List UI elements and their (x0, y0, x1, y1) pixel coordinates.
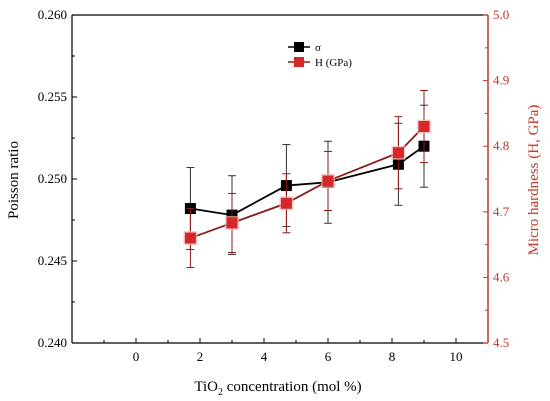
hardness-point (418, 121, 430, 133)
y-left-tick-label: 0.240 (38, 335, 67, 350)
hardness-point (280, 197, 292, 209)
series-sigma (184, 104, 430, 255)
axes: 0 2 4 6 8 10 0.240 0.245 0.250 0.255 0.260 4.5 4.6 4.… (38, 7, 510, 364)
y-right-tick-label: 4.8 (493, 138, 509, 153)
hardness-point (322, 175, 334, 187)
y-left-tick-label: 0.250 (38, 171, 67, 186)
x-tick-label: 0 (133, 349, 140, 364)
y-right-tick-label: 5.0 (493, 7, 509, 22)
legend: σ H (GPa) (288, 42, 352, 69)
x-tick-label: 6 (325, 349, 332, 364)
series-layer (183, 89, 431, 269)
y-left-tick-label: 0.255 (38, 89, 67, 104)
x-tick-label: 10 (450, 349, 463, 364)
y-right-tick-label: 4.5 (493, 335, 509, 350)
x-tick-label: 2 (197, 349, 204, 364)
y-left-tick-label: 0.245 (38, 253, 67, 268)
x-axis-label: TiO2 concentration (mol %) (194, 379, 361, 398)
hardness-point (392, 147, 404, 159)
legend-marker (294, 42, 304, 52)
y-axis-left-label: Poisson ratio (6, 141, 22, 219)
x-tick-label: 4 (261, 349, 268, 364)
y-axis-right-label: Micro hardness (H, GPa) (526, 105, 542, 256)
y-right-tick-label: 4.9 (493, 73, 509, 88)
hardness-point (226, 217, 238, 229)
y-right-tick-label: 4.6 (493, 269, 510, 284)
series-hardness (183, 89, 431, 269)
hardness-point (184, 232, 196, 244)
x-tick-label: 8 (389, 349, 396, 364)
legend-marker (294, 57, 304, 67)
y-left-tick-label: 0.260 (38, 7, 67, 22)
y-right-tick-label: 4.7 (493, 204, 510, 219)
legend-label: H (GPa) (315, 57, 352, 69)
legend-label: σ (315, 42, 321, 54)
